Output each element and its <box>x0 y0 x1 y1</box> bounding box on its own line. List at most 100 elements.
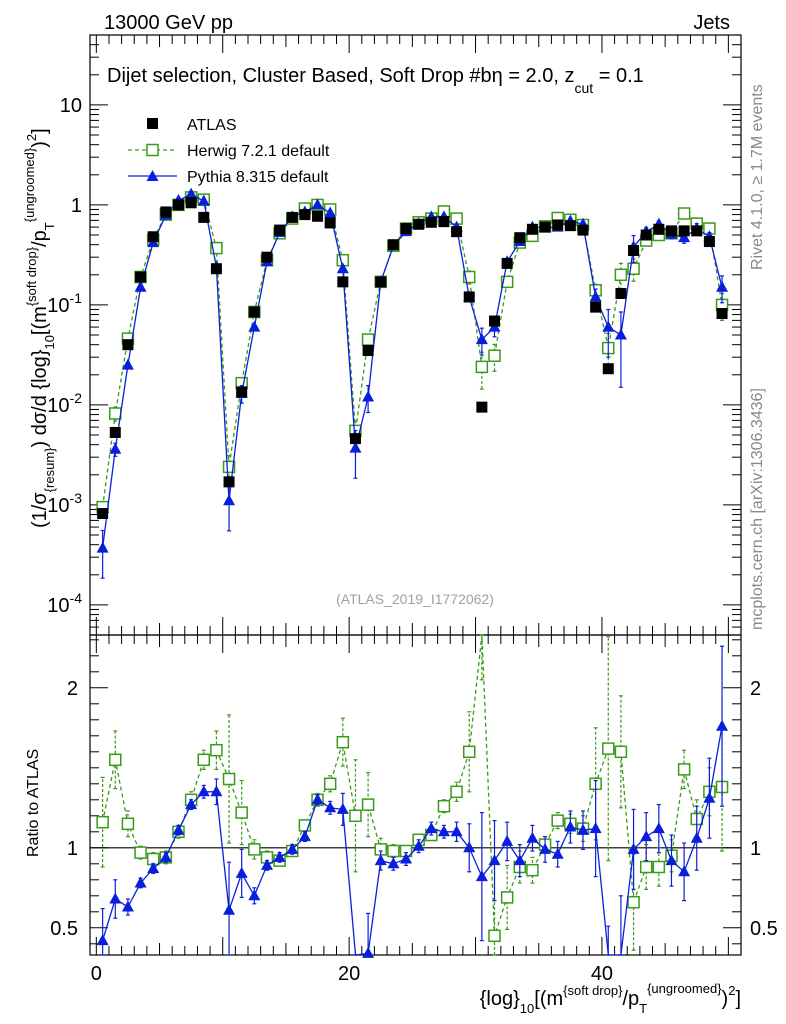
pythia-main-point <box>223 494 236 506</box>
herwig-ratio-point <box>361 798 375 811</box>
atlas-main-point <box>703 236 715 248</box>
herwig-ratio-point <box>323 777 337 791</box>
legend-item-herwig: Herwig 7.2.1 default <box>128 143 330 160</box>
atlas-main-point <box>438 216 450 228</box>
atlas-main-point <box>172 199 184 211</box>
herwig-ratio-point <box>602 742 615 755</box>
herwig-main-point <box>500 275 514 289</box>
pythia-main-point <box>614 328 627 340</box>
herwig-ratio-point <box>526 863 539 877</box>
pythia-ratio-point <box>652 822 665 834</box>
atlas-main-point <box>286 211 298 223</box>
x-tick-label: 20 <box>338 963 360 985</box>
ratio-plot-frame <box>89 634 742 956</box>
ylabel-main-p1: (1/σ <box>29 492 51 528</box>
pythia-main-point <box>602 320 615 332</box>
pythia-main-point <box>678 231 691 243</box>
atlas-main-point <box>678 225 690 237</box>
pythia-ratio-point <box>488 854 501 866</box>
pythia-ratio-point <box>235 866 248 878</box>
herwig-main-point <box>109 407 122 420</box>
pythia-ratio-point <box>96 934 109 946</box>
legend-label-pythia: Pythia 8.315 default <box>187 169 329 186</box>
pythia-ratio-point <box>286 842 299 854</box>
pythia-main-point <box>589 290 602 302</box>
herwig-ratio-point <box>222 772 236 786</box>
herwig-ratio-point <box>134 846 147 859</box>
herwig-ratio-point <box>500 891 514 904</box>
xlabel-p1: {log} <box>480 988 520 1010</box>
y-tick-label-mantissa: 10 <box>47 395 69 417</box>
atlas-main-point <box>552 219 564 231</box>
pythia-ratio-point <box>576 823 589 835</box>
herwig-ratio-point <box>336 735 350 749</box>
pythia-ratio-point <box>463 841 476 853</box>
ylabel-main-p4-sup: {ungroomed} <box>22 147 37 222</box>
herwig-ratio-point <box>652 860 666 874</box>
atlas-main-point <box>514 232 526 244</box>
pythia-main-point <box>109 442 122 454</box>
herwig-main-point <box>210 241 223 255</box>
plot-title: Dijet selection, Cluster Based, Soft Dro… <box>107 65 644 96</box>
atlas-main-point <box>539 221 551 233</box>
herwig-main-point <box>475 360 489 374</box>
pythia-main-point <box>716 280 729 292</box>
pythia-ratio-point <box>690 831 703 843</box>
atlas-main-point <box>185 197 197 209</box>
ylabel-main-p2: ) dσ/d {log} <box>29 349 51 447</box>
atlas-main-point <box>324 217 336 229</box>
pythia-ratio-point <box>311 793 324 805</box>
y-tick-label-exponent: -3 <box>70 490 83 506</box>
pythia-ratio-point <box>539 842 552 854</box>
pythia-main-point <box>324 206 337 218</box>
plot-title-cut-sub: cut <box>574 80 593 96</box>
pythia-main-point <box>349 441 362 453</box>
herwig-ratio-point <box>96 815 109 829</box>
atlas-main-point <box>564 220 576 232</box>
pythia-main-point <box>362 390 375 402</box>
pythia-main-point <box>475 333 488 345</box>
pythia-ratio-point <box>273 850 286 862</box>
atlas-main-point <box>501 257 513 269</box>
y-axis-label-ratio: Ratio to ATLAS <box>25 749 42 857</box>
atlas-main-point <box>362 344 374 356</box>
atlas-main-point <box>349 433 361 445</box>
y-tick-label-main: 10-4 <box>47 590 82 617</box>
pythia-ratio-point <box>159 850 172 862</box>
main-plot-data <box>96 187 729 579</box>
herwig-ratio-point <box>197 753 211 767</box>
herwig-main-line <box>101 196 723 508</box>
atlas-main-point <box>665 225 677 237</box>
y-tick-label-main: 10-2 <box>47 390 82 417</box>
xlabel-p3-sub: T <box>639 1001 647 1016</box>
atlas-main-point <box>198 211 210 223</box>
legend-marker-herwig <box>146 143 159 157</box>
pythia-ratio-point <box>185 798 198 810</box>
herwig-main-point <box>677 207 691 220</box>
pythia-ratio-point <box>147 862 160 874</box>
y-tick-label-main: 10-3 <box>47 490 82 517</box>
herwig-ratio-point <box>387 844 400 858</box>
plot-title-beta: η = 2.0, z <box>492 65 575 87</box>
legend-marker-pythia <box>146 170 159 181</box>
pythia-ratio-point <box>121 900 134 912</box>
atlas-main-point <box>122 339 134 351</box>
atlas-main-point <box>160 206 172 218</box>
pythia-ratio-point <box>678 865 691 877</box>
x-tick-label: 0 <box>91 963 102 985</box>
atlas-main-point <box>299 209 311 221</box>
atlas-main-point <box>526 223 538 235</box>
pythia-ratio-point <box>526 831 539 843</box>
pythia-main-point <box>121 358 134 370</box>
herwig-ratio-point <box>248 843 261 856</box>
pythia-ratio-point <box>475 870 488 882</box>
xlabel-p1-sub: 10 <box>520 1001 534 1016</box>
legend: ATLAS Herwig 7.2.1 default Pythia 8.315 … <box>128 117 330 186</box>
y-tick-label-exponent: -2 <box>70 390 83 406</box>
pythia-ratio-point <box>589 822 602 834</box>
atlas-main-point <box>135 271 147 283</box>
y-tick-label-ratio-right: 2 <box>750 678 761 700</box>
legend-marker-atlas <box>147 118 158 129</box>
herwig-ratio-point <box>462 745 476 759</box>
